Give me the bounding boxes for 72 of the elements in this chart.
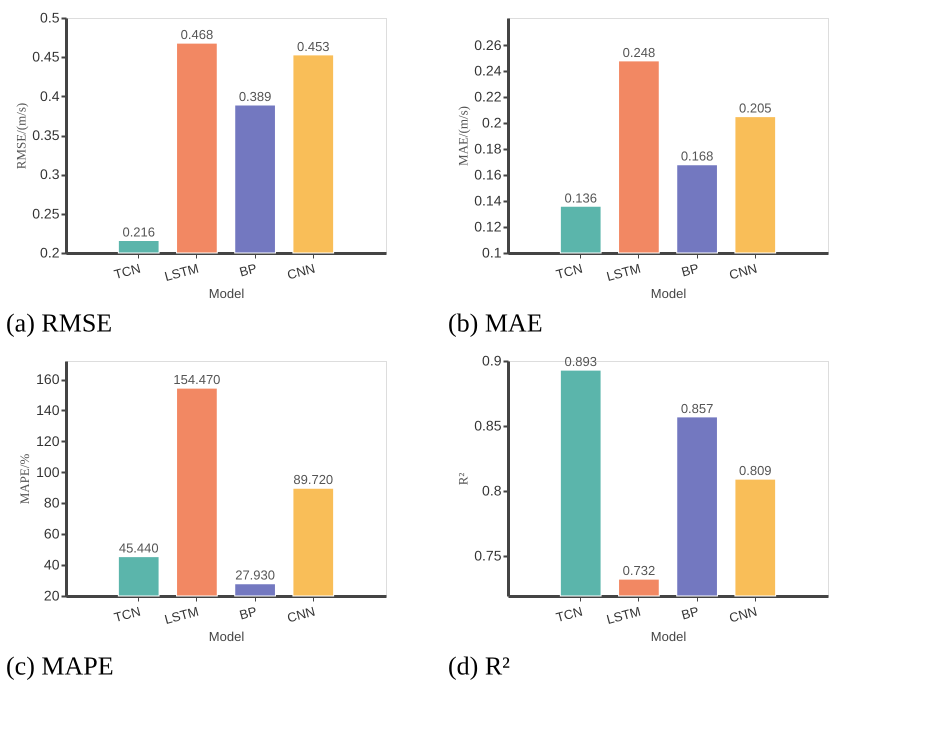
y-axis-title: R² bbox=[455, 472, 470, 486]
y-tick-label: 0.18 bbox=[474, 140, 502, 157]
y-tick-label: 0.26 bbox=[474, 36, 502, 53]
data-label: 0.453 bbox=[297, 38, 330, 54]
x-tick-label: BP bbox=[680, 260, 700, 280]
data-label: 0.216 bbox=[122, 224, 155, 240]
y-tick-label: 0.3 bbox=[40, 166, 60, 182]
data-label: 0.248 bbox=[622, 44, 656, 60]
y-tick-label: 0.1 bbox=[482, 244, 502, 260]
y-tick-label: 0.12 bbox=[474, 218, 502, 235]
data-label: 0.732 bbox=[622, 563, 656, 578]
data-label: 0.389 bbox=[238, 88, 272, 104]
data-label: 0.809 bbox=[739, 463, 772, 478]
y-tick-label: 0.4 bbox=[40, 88, 60, 104]
data-label: 0.857 bbox=[680, 400, 714, 416]
data-label: 0.168 bbox=[680, 148, 714, 164]
y-tick-label: 0.5 bbox=[40, 10, 60, 26]
y-tick-label: 0.14 bbox=[474, 192, 502, 209]
x-tick-label: CNN bbox=[286, 604, 317, 626]
x-axis-title: Model bbox=[650, 286, 686, 302]
y-tick-label: 0.24 bbox=[474, 62, 502, 79]
y-tick-label: 140 bbox=[36, 402, 60, 418]
data-label: 27.930 bbox=[235, 568, 275, 583]
y-axis-title: RMSE/(m/s) bbox=[13, 102, 28, 170]
x-tick-label: TCN bbox=[554, 260, 584, 282]
text: (a) RMSE bbox=[6, 308, 112, 338]
text: (c) MAPE bbox=[6, 652, 114, 681]
y-tick-label: 0.85 bbox=[474, 417, 502, 434]
x-tick-label: BP bbox=[680, 604, 700, 623]
data-label: 154.470 bbox=[173, 372, 220, 388]
x-tick-label: CNN bbox=[286, 260, 317, 282]
data-label: 45.440 bbox=[118, 540, 159, 556]
x-tick-label: TCN bbox=[112, 260, 142, 282]
y-tick-label: 0.2 bbox=[482, 114, 502, 131]
y-tick-label: 120 bbox=[36, 432, 60, 449]
x-axis-title: Model bbox=[208, 286, 244, 302]
y-tick-label: 0.2 bbox=[40, 244, 60, 260]
data-label: 0.205 bbox=[739, 100, 772, 116]
data-label: 0.468 bbox=[180, 27, 214, 42]
x-tick-label: CNN bbox=[728, 604, 759, 626]
y-tick-label: 0.22 bbox=[474, 88, 502, 105]
y-tick-label: 20 bbox=[44, 588, 60, 604]
x-axis-title: Model bbox=[650, 629, 686, 644]
y-tick-label: 160 bbox=[36, 371, 60, 388]
y-tick-label: 0.16 bbox=[474, 166, 502, 183]
y-axis-title: MAE/(m/s) bbox=[455, 106, 470, 166]
data-label: 0.136 bbox=[564, 190, 597, 206]
y-tick-label: 0.9 bbox=[482, 352, 502, 368]
y-tick-label: 0.25 bbox=[32, 205, 60, 222]
x-tick-label: LSTM bbox=[162, 260, 200, 284]
text: (d) R² bbox=[448, 652, 510, 681]
y-axis-title: MAPE/% bbox=[17, 454, 32, 504]
x-axis-title: Model bbox=[208, 629, 244, 644]
y-tick-label: 0.75 bbox=[474, 547, 502, 564]
y-tick-label: 0.45 bbox=[32, 48, 60, 65]
y-tick-label: 40 bbox=[44, 556, 60, 573]
y-tick-label: 0.8 bbox=[482, 482, 502, 498]
x-tick-label: LSTM bbox=[604, 604, 642, 628]
y-tick-label: 80 bbox=[44, 494, 60, 511]
x-tick-label: BP bbox=[238, 260, 258, 280]
x-tick-label: BP bbox=[238, 604, 258, 623]
x-tick-label: CNN bbox=[728, 260, 759, 282]
y-tick-label: 0.35 bbox=[32, 127, 60, 143]
x-tick-label: TCN bbox=[554, 604, 584, 625]
y-tick-label: 100 bbox=[36, 464, 60, 480]
data-label: 89.720 bbox=[293, 472, 334, 488]
x-tick-label: LSTM bbox=[162, 604, 200, 628]
y-tick-label: 60 bbox=[44, 526, 60, 542]
x-tick-label: LSTM bbox=[604, 260, 642, 284]
data-label: 0.893 bbox=[564, 354, 597, 370]
text: (b) MAE bbox=[448, 308, 543, 338]
x-tick-label: TCN bbox=[112, 604, 142, 625]
